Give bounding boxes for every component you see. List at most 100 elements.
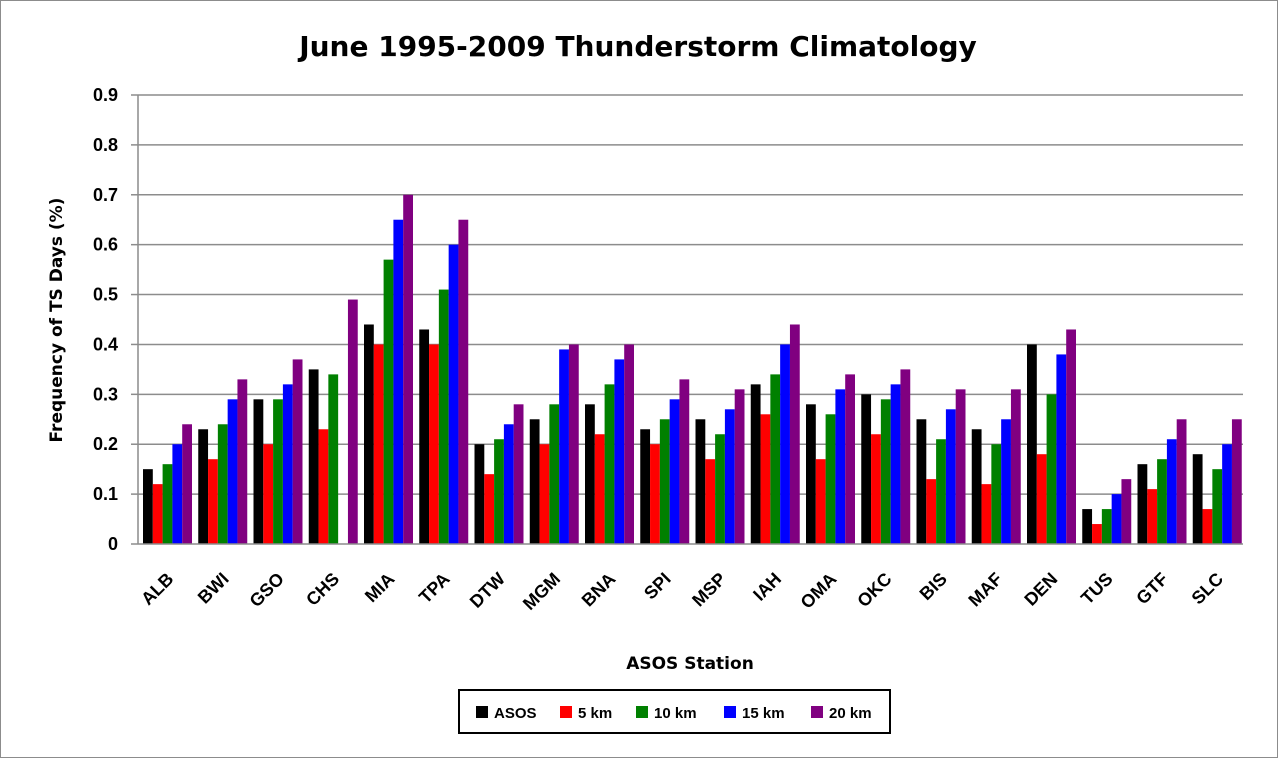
bar (1056, 354, 1067, 544)
legend-label: 5 km (578, 705, 612, 722)
bar (1001, 419, 1011, 544)
bar (1202, 509, 1213, 544)
bar (1082, 509, 1093, 544)
x-tick-label: IAH (749, 569, 785, 605)
bar (750, 384, 761, 544)
bar (1222, 444, 1232, 544)
bar (568, 344, 579, 544)
x-tick-label: GSO (246, 569, 288, 611)
bar (318, 429, 329, 544)
bar (734, 389, 745, 544)
x-tick-label: MIA (361, 569, 398, 606)
x-tick-label: OMA (797, 569, 841, 613)
bar (815, 459, 826, 544)
bar (429, 344, 439, 544)
bar (695, 419, 706, 544)
y-tick-label: 0.6 (93, 235, 118, 255)
legend-label: 10 km (654, 705, 697, 722)
bar (991, 444, 1002, 544)
bar (1111, 494, 1122, 544)
x-tick-label: GTF (1132, 569, 1172, 609)
x-tick-label: SLC (1188, 569, 1228, 609)
bar (364, 324, 374, 544)
legend-swatch (476, 706, 488, 718)
bar (926, 479, 937, 544)
bar (585, 404, 595, 544)
x-tick-label: MAF (964, 569, 1006, 611)
x-axis-title: ASOS Station (626, 654, 754, 674)
bar (604, 384, 615, 544)
bar (861, 394, 872, 544)
y-tick-label: 0.5 (93, 285, 118, 305)
legend-label: 15 km (742, 705, 785, 722)
bar (292, 359, 303, 544)
bar (1157, 459, 1167, 544)
bar (890, 384, 901, 544)
bar (1137, 464, 1148, 544)
bar (1101, 509, 1112, 544)
bar (955, 389, 966, 544)
series-15-km (172, 219, 1232, 544)
bar (724, 409, 735, 544)
bar (237, 379, 248, 544)
x-tick-label: SPI (640, 569, 675, 604)
bar (263, 444, 274, 544)
bar (845, 374, 855, 544)
legend-label: ASOS (494, 705, 537, 722)
bar (513, 404, 524, 544)
y-axis-title: Frequency of TS Days (%) (47, 198, 67, 443)
bar (1027, 344, 1037, 544)
bar (1231, 419, 1242, 544)
bar (198, 429, 209, 544)
axes (137, 95, 1243, 545)
x-tick-label: TUS (1077, 569, 1117, 609)
bar (760, 414, 771, 544)
bar (900, 369, 911, 544)
x-tick-label: MGM (519, 569, 564, 614)
bar (227, 399, 238, 544)
bar (1046, 394, 1057, 544)
bar (474, 444, 485, 544)
bar (715, 434, 725, 544)
x-tick-label: TPA (415, 569, 454, 608)
bar (162, 464, 173, 544)
bar (640, 429, 651, 544)
bar (559, 349, 569, 544)
x-tick-label: BNA (578, 569, 620, 611)
series-10-km (162, 259, 1223, 544)
bar (650, 444, 660, 544)
bar (780, 344, 790, 544)
bar (936, 439, 946, 544)
bar (705, 459, 716, 544)
legend-label: 20 km (829, 705, 872, 722)
bar (1147, 489, 1158, 544)
x-tick-label: DTW (466, 569, 509, 612)
bar (217, 424, 228, 544)
legend-swatch (724, 706, 736, 718)
bar (981, 484, 992, 544)
series-asos (143, 324, 1203, 544)
y-tick-label: 0.2 (93, 434, 118, 454)
series-5-km (152, 344, 1213, 544)
bar (1166, 439, 1177, 544)
bar (659, 419, 670, 544)
bar (458, 219, 469, 544)
y-tick-label: 0.4 (93, 334, 118, 354)
bars (143, 194, 1242, 544)
bar (789, 324, 800, 544)
bar (971, 429, 982, 544)
y-axis-ticks: 0 0.1 0.2 0.3 0.4 0.5 0.6 0.7 0.8 0.9 (93, 85, 138, 554)
x-tick-label: ALB (137, 569, 177, 609)
bar (308, 369, 319, 544)
bar (539, 444, 550, 544)
chart-title: June 1995-2009 Thunderstorm Climatology (297, 30, 977, 63)
bar (835, 389, 846, 544)
y-tick-label: 0.8 (93, 135, 118, 155)
bar (679, 379, 690, 544)
x-axis-ticks: ALB BWI GSO CHS MIA TPA DTW MGM BNA SPI MSP IAH OMA O… (137, 569, 1227, 614)
y-tick-label: 0.9 (93, 85, 118, 105)
bar (448, 244, 459, 544)
bar (549, 404, 560, 544)
bar (880, 399, 891, 544)
